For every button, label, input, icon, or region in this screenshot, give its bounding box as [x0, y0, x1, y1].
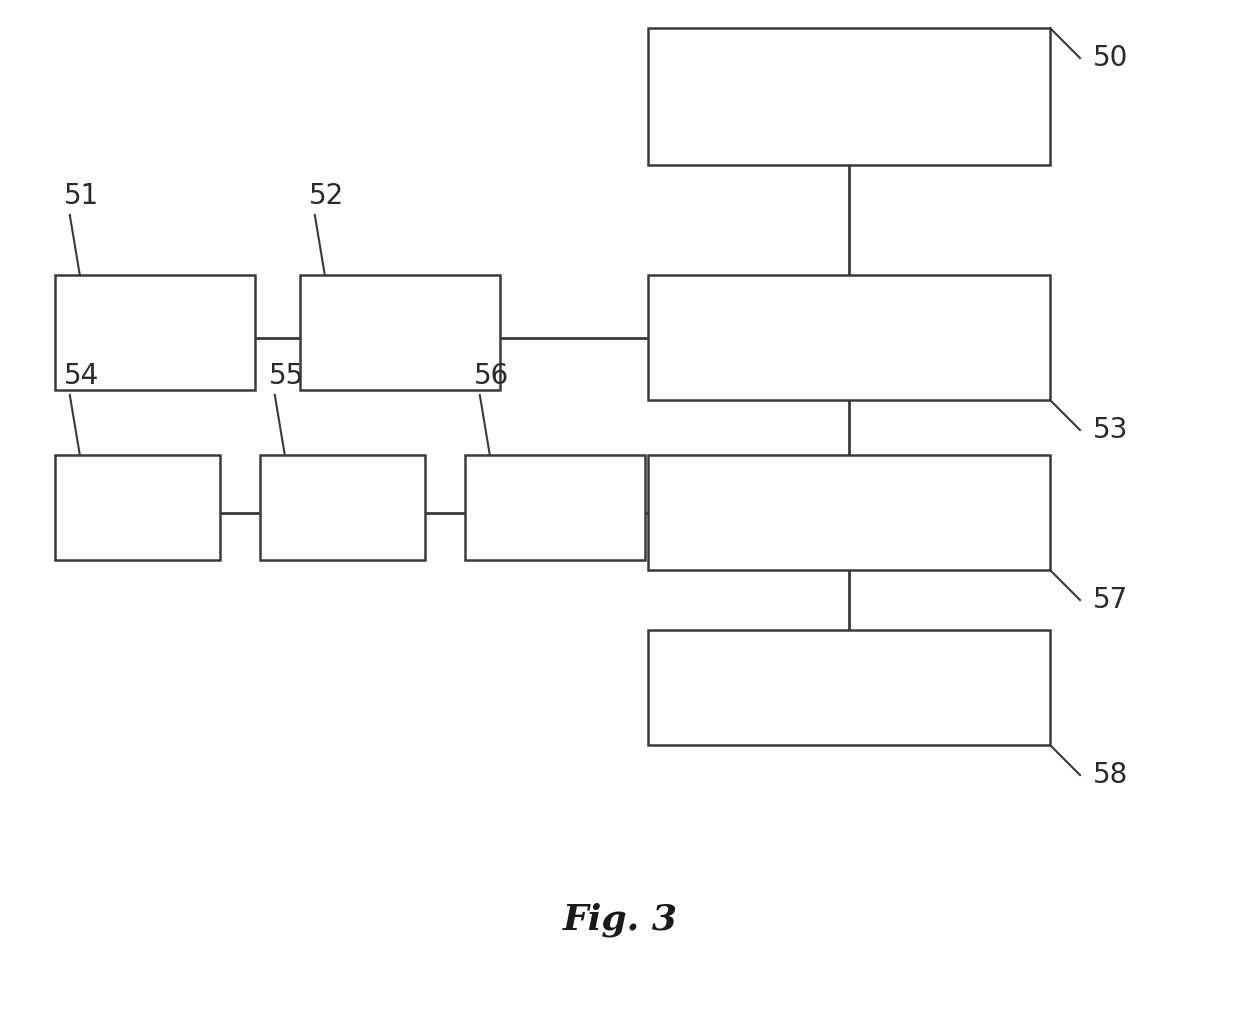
Text: 56: 56 — [474, 362, 508, 389]
Text: 50: 50 — [1092, 44, 1127, 72]
Text: 58: 58 — [1092, 761, 1127, 789]
FancyBboxPatch shape — [55, 455, 219, 560]
Text: 54: 54 — [63, 362, 99, 389]
FancyBboxPatch shape — [465, 455, 645, 560]
Text: 53: 53 — [1092, 416, 1127, 444]
Text: 57: 57 — [1092, 586, 1127, 614]
Text: 51: 51 — [63, 182, 99, 210]
FancyBboxPatch shape — [649, 455, 1050, 570]
FancyBboxPatch shape — [649, 28, 1050, 165]
Text: Fig. 3: Fig. 3 — [563, 902, 677, 937]
FancyBboxPatch shape — [300, 275, 500, 390]
FancyBboxPatch shape — [649, 630, 1050, 745]
FancyBboxPatch shape — [55, 275, 255, 390]
Text: 55: 55 — [269, 362, 304, 389]
FancyBboxPatch shape — [649, 275, 1050, 400]
FancyBboxPatch shape — [260, 455, 425, 560]
Text: 52: 52 — [309, 182, 343, 210]
